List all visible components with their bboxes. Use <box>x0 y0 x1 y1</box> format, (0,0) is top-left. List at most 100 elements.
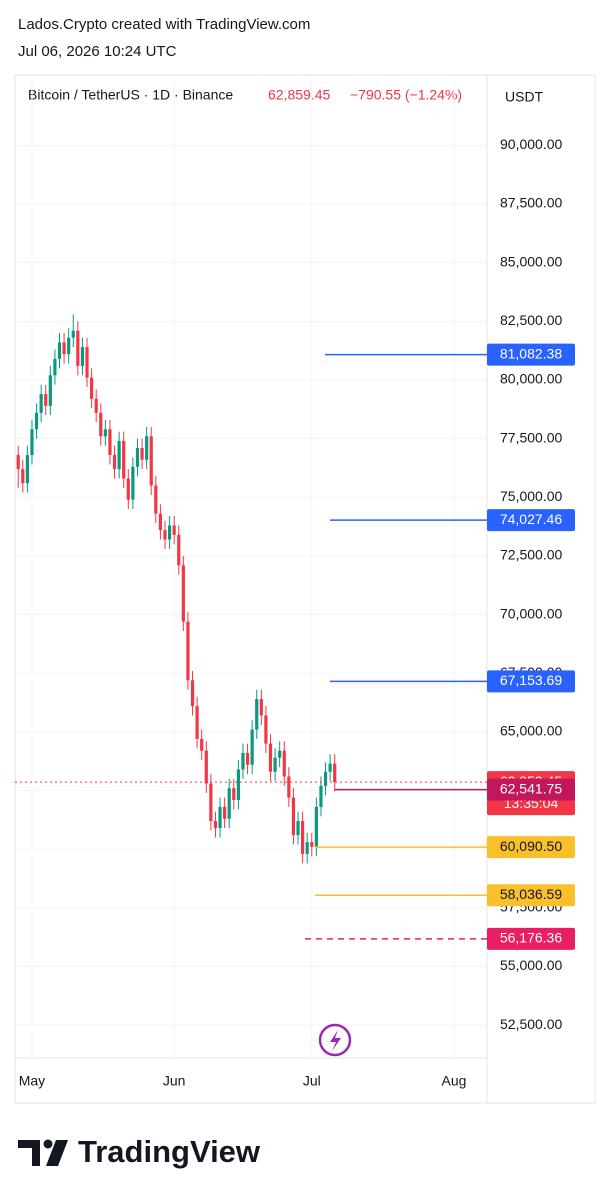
candle-body <box>268 743 273 772</box>
candle-body <box>112 455 117 470</box>
candle-body <box>250 729 254 765</box>
candle-body <box>319 785 323 807</box>
candle-body <box>287 776 291 798</box>
x-tick-label: Jul <box>303 1073 321 1089</box>
candle-body <box>126 478 130 500</box>
y-tick-label: 87,500.00 <box>500 195 562 211</box>
candle-body <box>245 753 250 765</box>
candle-body <box>131 466 135 500</box>
candle-body <box>158 513 163 531</box>
y-tick-label: 65,000.00 <box>500 723 562 739</box>
candle-body <box>30 429 34 456</box>
candle-body <box>108 429 112 456</box>
candle-body <box>273 757 277 772</box>
price-tag-label: 67,153.69 <box>500 672 562 688</box>
candle-body <box>76 330 80 366</box>
candle-body <box>278 750 282 758</box>
candle-body <box>25 455 29 484</box>
candle-body <box>145 436 149 460</box>
candle-body <box>333 763 337 783</box>
candle-body <box>301 821 305 854</box>
y-tick-label: 77,500.00 <box>500 429 562 445</box>
candle-body <box>44 394 48 406</box>
candle-body <box>195 706 199 739</box>
candle-body <box>186 621 190 681</box>
candle-body <box>62 342 66 355</box>
candle-body <box>57 342 62 359</box>
candle-body <box>39 394 43 413</box>
price-tag-label: 56,176.36 <box>500 930 562 946</box>
candle-body <box>177 534 181 566</box>
y-tick-label: 70,000.00 <box>500 605 562 621</box>
candle-body <box>117 440 121 470</box>
candle-body <box>149 436 153 486</box>
candle-body <box>163 530 167 540</box>
candle-body <box>241 753 245 770</box>
candle-body <box>21 469 25 484</box>
y-tick-label: 72,500.00 <box>500 547 562 563</box>
candle-body <box>103 429 107 437</box>
price-tag-label: 58,036.59 <box>500 886 562 902</box>
candle-body <box>213 821 218 829</box>
candle-body <box>181 565 185 622</box>
candle-body <box>85 347 89 378</box>
price-tag <box>487 927 575 950</box>
price-tag-label: 74,027.46 <box>500 511 562 527</box>
candle-body <box>264 715 268 744</box>
y-tick-label: 80,000.00 <box>500 371 562 387</box>
candle-body <box>167 525 172 540</box>
frame <box>14 74 596 1104</box>
y-tick-label: 90,000.00 <box>500 136 562 152</box>
candle-body <box>236 769 240 800</box>
y-tick-label: 85,000.00 <box>500 253 562 269</box>
price-tag <box>487 778 575 801</box>
price-tag-label: 62,541.75 <box>500 780 562 796</box>
price-tag <box>487 836 575 859</box>
timestamp: Jul 06, 2026 10:24 UTC <box>18 43 177 60</box>
price-tag <box>487 509 575 532</box>
candle-body <box>190 680 195 707</box>
candle-body <box>227 788 231 819</box>
y-tick-label: 52,500.00 <box>500 1016 562 1032</box>
candle-body <box>200 738 204 751</box>
candle-body <box>218 806 222 829</box>
brand: TradingView <box>78 1134 261 1169</box>
candle-body <box>34 412 39 430</box>
candle-body <box>135 448 140 467</box>
candle-body <box>204 750 208 784</box>
candle-body <box>67 337 71 355</box>
price-tag <box>487 670 575 693</box>
candle-body <box>94 398 98 413</box>
candle-body <box>323 771 328 786</box>
x-tick-label: May <box>19 1073 45 1089</box>
candle-body <box>71 330 75 338</box>
candle-body <box>80 347 85 366</box>
candle-body <box>328 763 332 772</box>
candle-body <box>154 485 158 514</box>
x-tick-label: Aug <box>442 1073 467 1089</box>
lightning-icon[interactable] <box>318 1023 352 1057</box>
candle-body <box>172 525 176 535</box>
currency: USDT <box>505 89 544 105</box>
price-tag-label: 81,082.38 <box>500 345 562 361</box>
candle-body <box>90 377 94 399</box>
candle-body <box>255 699 259 730</box>
candle-body <box>305 842 309 854</box>
price-tag <box>487 884 575 907</box>
candle-body <box>232 788 236 800</box>
candle-body <box>296 821 300 836</box>
logo <box>18 1139 68 1166</box>
price-tag-label: 60,090.50 <box>500 838 562 854</box>
price-tag <box>487 343 575 366</box>
candle-body <box>291 797 296 836</box>
candle-body <box>282 750 286 777</box>
candle-body <box>48 375 52 406</box>
candle-body <box>122 440 126 479</box>
candle-body <box>223 806 227 819</box>
candle-body <box>53 358 57 376</box>
candle-body <box>99 412 103 437</box>
y-tick-label: 82,500.00 <box>500 312 562 328</box>
candle-body <box>314 806 318 847</box>
